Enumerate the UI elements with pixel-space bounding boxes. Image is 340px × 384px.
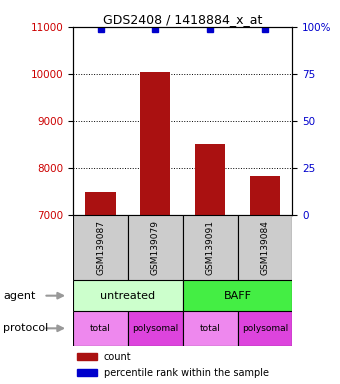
- Text: polysomal: polysomal: [242, 324, 288, 333]
- Text: total: total: [90, 324, 111, 333]
- Bar: [238, 311, 292, 346]
- Bar: [183, 311, 238, 346]
- Bar: [73, 280, 183, 311]
- Text: protocol: protocol: [3, 323, 49, 333]
- Text: total: total: [200, 324, 221, 333]
- Bar: [250, 176, 280, 215]
- Text: GSM139087: GSM139087: [96, 220, 105, 275]
- Bar: [183, 280, 292, 311]
- Bar: [73, 215, 128, 280]
- Bar: [128, 215, 183, 280]
- Text: percentile rank within the sample: percentile rank within the sample: [104, 368, 269, 378]
- Bar: [238, 215, 292, 280]
- Bar: [73, 311, 128, 346]
- Bar: [140, 71, 170, 215]
- Bar: [78, 369, 97, 376]
- Title: GDS2408 / 1418884_x_at: GDS2408 / 1418884_x_at: [103, 13, 262, 26]
- Text: GSM139084: GSM139084: [260, 220, 270, 275]
- Bar: [78, 353, 97, 360]
- Bar: [128, 311, 183, 346]
- Text: count: count: [104, 352, 132, 362]
- Bar: [85, 192, 116, 215]
- Bar: [183, 215, 238, 280]
- Text: agent: agent: [3, 291, 36, 301]
- Text: GSM139091: GSM139091: [206, 220, 215, 275]
- Bar: [195, 144, 225, 215]
- Text: polysomal: polysomal: [132, 324, 178, 333]
- Text: untreated: untreated: [100, 291, 155, 301]
- Text: BAFF: BAFF: [224, 291, 252, 301]
- Text: GSM139079: GSM139079: [151, 220, 160, 275]
